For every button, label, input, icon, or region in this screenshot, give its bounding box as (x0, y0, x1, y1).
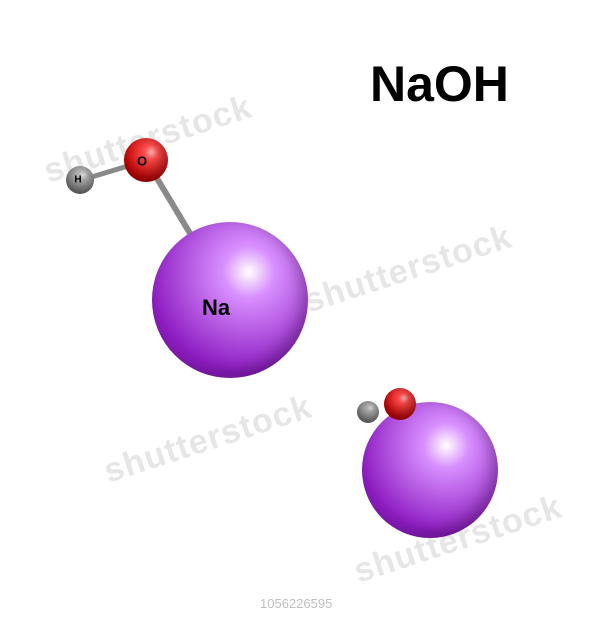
atom-label-o: O (137, 154, 147, 169)
formula-title: NaOH (370, 55, 509, 113)
watermark-logo: shutterstock (99, 388, 317, 492)
atom-o (384, 388, 416, 420)
atom-label-h: H (74, 175, 81, 186)
atom-na (362, 402, 498, 538)
molecule-canvas: shutterstockshutterstockshutterstockshut… (0, 0, 600, 620)
atom-h (357, 401, 379, 423)
atom-label-na: Na (202, 295, 230, 321)
watermark-id: 1056226595 (260, 596, 332, 611)
watermark-logo: shutterstock (299, 218, 517, 322)
